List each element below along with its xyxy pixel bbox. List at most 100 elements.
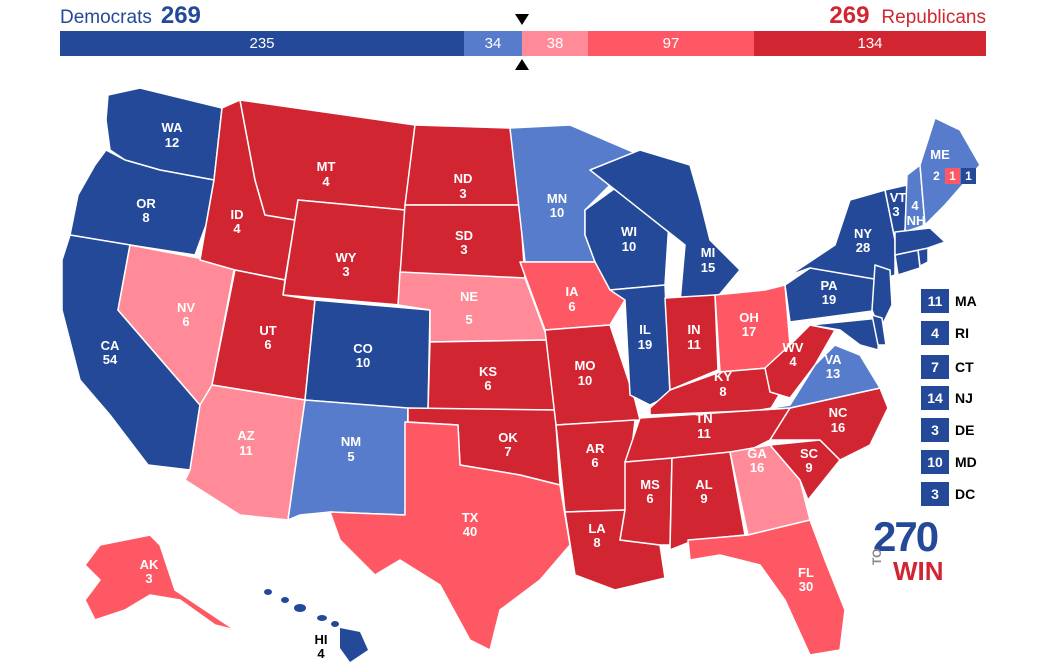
state-TX[interactable] [329,421,571,651]
small-state-name-dc: DC [955,486,976,502]
label-CO-ev: 10 [356,355,370,370]
label-IN-ev: 11 [687,337,701,352]
label-NM-ev: 5 [347,449,354,464]
label-MT-ev: 4 [322,174,330,189]
bar-segment-likely-dem[interactable]: 34 [464,31,522,56]
state-MI[interactable] [589,149,741,303]
small-state-name-ma: MA [955,293,977,309]
label-TN-abbr: TN [695,411,712,426]
label-NC-abbr: NC [829,405,848,420]
label-ND-ev: 3 [459,186,466,201]
label-WY-ev: 3 [342,264,349,279]
label-KY-abbr: KY [714,369,732,384]
small-state-box-ma[interactable]: 11 [921,289,949,313]
logo-number: 270 [873,513,939,560]
label-AL-abbr: AL [695,477,712,492]
bar-segment-likely-rep[interactable]: 97 [588,31,754,56]
state-MO[interactable] [544,324,641,426]
midpoint-marker-bottom-icon [515,59,529,70]
label-PA-abbr: PA [820,278,838,293]
bar-segment-safe-dem[interactable]: 235 [60,31,464,56]
maine-district-2-votes[interactable]: 1 [945,168,960,184]
label-OR-abbr: OR [136,196,156,211]
label-GA-abbr: GA [747,446,767,461]
state-FL[interactable] [687,519,846,656]
small-state-name-de: DE [955,422,975,438]
label-TX-abbr: TX [462,510,479,525]
bar-segment-lean-rep[interactable]: 38 [522,31,588,56]
label-AZ-ev: 11 [239,443,253,458]
state-WV[interactable] [764,324,836,399]
state-IN[interactable] [664,294,719,391]
small-state-box-nj[interactable]: 14 [921,386,949,410]
label-NE-ev: 5 [465,312,472,327]
small-state-box-de[interactable]: 3 [921,418,949,442]
label-NY-ev: 28 [856,240,870,255]
label-MI-ev: 15 [701,260,715,275]
state-AK[interactable] [84,534,236,631]
label-IL-ev: 19 [638,337,652,352]
label-AK-ev: 3 [145,571,152,586]
logo-to: TO [870,548,884,565]
small-state-box-md[interactable]: 10 [921,450,949,474]
label-TN-ev: 11 [697,426,711,441]
democrats-label: Democrats [60,7,152,28]
electoral-vote-bar: 235 34 38 97 134 [60,31,986,56]
label-IA-ev: 6 [568,299,575,314]
label-ID-abbr: ID [231,207,244,222]
state-VA[interactable] [759,344,881,411]
maine-at-large-votes[interactable]: 2 [929,168,944,184]
label-CO-abbr: CO [353,341,373,356]
label-HI-ev: 4 [317,646,325,661]
state-OR[interactable] [69,149,215,256]
state-HI[interactable] [264,589,368,662]
label-WI-abbr: WI [621,224,637,239]
label-LA-abbr: LA [588,521,606,536]
state-IL[interactable] [609,284,671,406]
state-MA[interactable] [894,227,946,256]
label-MO-abbr: MO [575,358,596,373]
label-NH-abbr: NH [907,213,926,228]
small-state-box-ct[interactable]: 7 [921,355,949,379]
small-state-name-ct: CT [955,359,974,375]
label-FL-abbr: FL [798,565,814,580]
bar-segment-safe-rep[interactable]: 134 [754,31,986,56]
state-GA[interactable] [729,444,811,536]
state-SC[interactable] [769,439,841,501]
270towin-logo[interactable]: 270 TO WIN [870,513,945,586]
label-UT-ev: 6 [264,337,271,352]
state-IA[interactable] [519,261,626,331]
republicans-header: 269 Republicans [829,2,986,30]
small-state-box-ri[interactable]: 4 [921,321,949,345]
label-SD-abbr: SD [455,228,473,243]
label-MN-ev: 10 [550,205,564,220]
label-AR-ev: 6 [591,455,598,470]
label-IN-abbr: IN [688,322,701,337]
state-NJ[interactable] [871,264,893,331]
label-CA-abbr: CA [101,338,120,353]
label-NY-abbr: NY [854,226,872,241]
label-OK-abbr: OK [498,430,518,445]
midpoint-marker-top-icon [515,14,529,25]
label-ND-abbr: ND [454,171,473,186]
label-OR-ev: 8 [142,210,149,225]
small-state-name-md: MD [955,454,977,470]
state-MD[interactable] [809,317,881,351]
label-AR-abbr: AR [586,441,605,456]
maine-district-1-votes[interactable]: 1 [961,168,976,184]
state-DE[interactable] [871,314,887,346]
label-KS-ev: 6 [484,378,491,393]
label-ID-ev: 4 [233,221,241,236]
label-WV-abbr: WV [783,340,804,355]
label-PA-ev: 19 [822,292,836,307]
label-WY-abbr: WY [336,250,357,265]
label-MI-abbr: MI [701,245,715,260]
label-TX-ev: 40 [463,524,477,539]
label-KS-abbr: KS [479,364,497,379]
small-state-name-nj: NJ [955,390,973,406]
label-LA-ev: 8 [593,535,600,550]
label-OH-ev: 17 [742,324,756,339]
small-state-box-dc[interactable]: 3 [921,482,949,506]
label-SD-ev: 3 [460,242,467,257]
